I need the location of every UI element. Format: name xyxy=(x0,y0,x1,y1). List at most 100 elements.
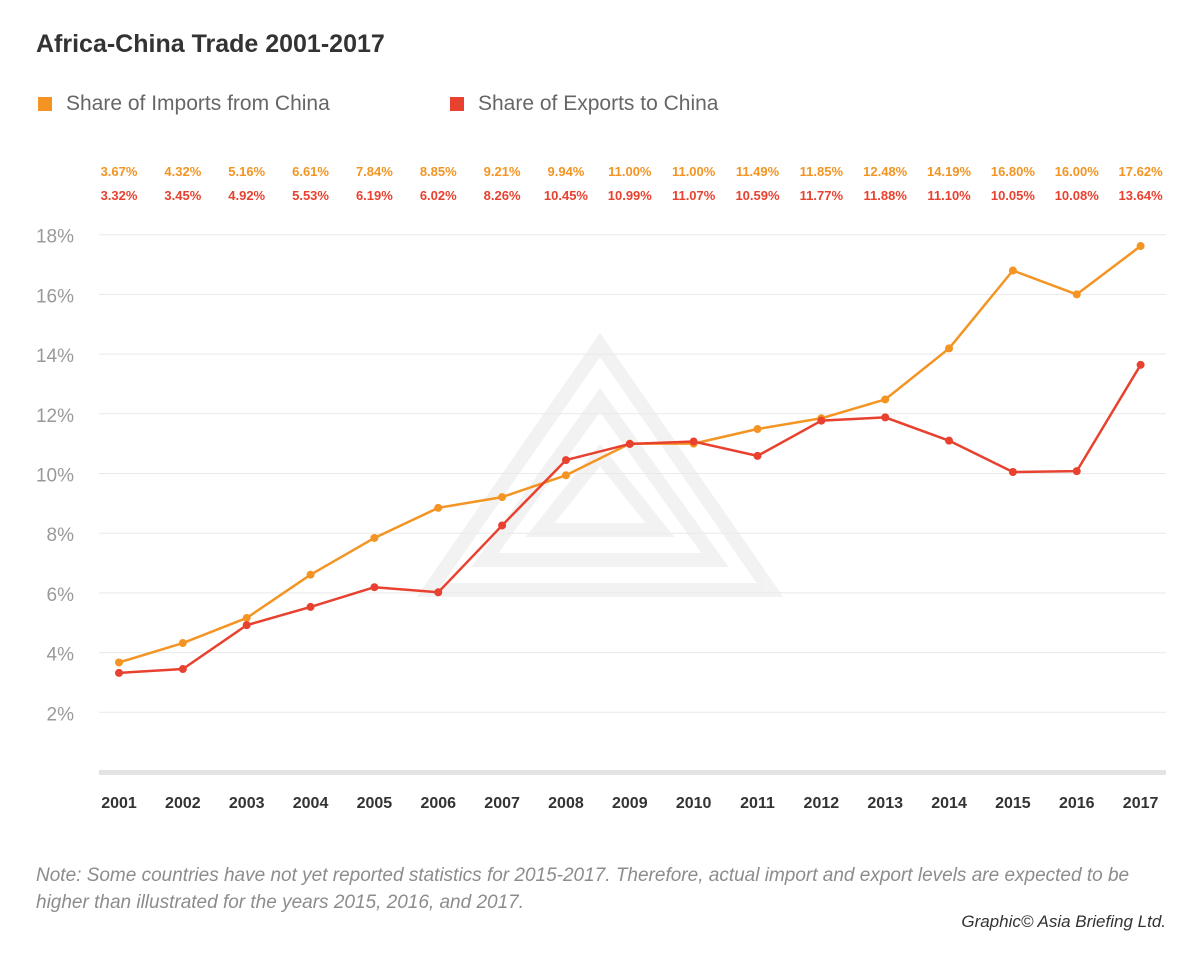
data-point-imports xyxy=(498,493,507,502)
data-point-imports xyxy=(881,395,890,404)
x-tick-label: 2014 xyxy=(931,795,967,812)
watermark-shape xyxy=(471,388,729,567)
data-point-imports xyxy=(753,425,762,434)
x-tick-label: 2011 xyxy=(740,795,775,812)
data-label: 4.32% xyxy=(164,164,201,179)
y-tick-label: 4% xyxy=(47,645,75,666)
data-point-imports xyxy=(561,471,570,480)
data-point-imports xyxy=(1136,242,1145,251)
y-tick-label: 12% xyxy=(36,406,74,427)
watermark-shape xyxy=(416,332,784,597)
x-tick-label: 2008 xyxy=(548,795,584,812)
y-tick-label: 6% xyxy=(47,585,75,606)
data-point-exports xyxy=(115,668,123,677)
data-label: 6.61% xyxy=(292,164,329,179)
data-label: 8.26% xyxy=(484,188,521,203)
data-point-exports xyxy=(945,436,954,445)
data-label: 9.21% xyxy=(484,164,521,179)
data-label: 11.10% xyxy=(927,188,971,203)
legend-item-exports: Share of Exports to China xyxy=(450,92,718,116)
data-label: 6.02% xyxy=(420,188,457,203)
data-point-imports xyxy=(945,344,954,353)
data-label: 17.62% xyxy=(1119,164,1164,179)
y-tick-label: 14% xyxy=(36,346,74,367)
legend-swatch-imports xyxy=(38,97,52,111)
data-point-exports xyxy=(242,621,251,630)
x-tick-label: 2013 xyxy=(867,795,903,812)
data-label: 6.19% xyxy=(356,188,393,203)
legend-item-imports: Share of Imports from China xyxy=(38,92,330,116)
data-label: 5.16% xyxy=(228,164,265,179)
data-label: 12.48% xyxy=(863,164,908,179)
x-tick-label: 2005 xyxy=(357,795,393,812)
data-point-exports xyxy=(178,665,187,674)
x-tick-label: 2003 xyxy=(229,795,265,812)
data-point-exports xyxy=(881,413,890,422)
x-tick-label: 2006 xyxy=(420,795,456,812)
data-point-exports xyxy=(1136,360,1145,369)
data-label: 11.85% xyxy=(800,164,844,179)
data-label: 10.45% xyxy=(544,188,589,203)
series-line-exports xyxy=(118,364,1142,675)
data-label: 16.80% xyxy=(991,164,1036,179)
y-tick-label: 10% xyxy=(36,466,74,487)
data-point-imports xyxy=(1072,290,1081,299)
data-point-exports xyxy=(306,602,315,611)
data-label: 5.53% xyxy=(292,188,329,203)
legend-label-exports: Share of Exports to China xyxy=(478,92,719,115)
data-point-exports xyxy=(561,456,570,465)
data-point-exports xyxy=(370,583,379,592)
x-tick-label: 2002 xyxy=(165,795,201,812)
data-point-imports xyxy=(1008,266,1017,275)
data-label: 11.49% xyxy=(736,164,780,179)
data-point-exports xyxy=(498,521,507,530)
data-label: 8.85% xyxy=(420,164,457,179)
watermark-logo xyxy=(416,332,784,597)
data-point-exports xyxy=(434,588,443,597)
data-label: 11.00% xyxy=(672,164,716,179)
x-tick-label: 2004 xyxy=(293,795,329,812)
x-tick-label: 2012 xyxy=(804,795,840,812)
data-point-imports xyxy=(242,613,251,622)
data-label: 11.07% xyxy=(672,188,716,203)
legend-swatch-exports xyxy=(450,97,464,111)
chart-note: Note: Some countries have not yet report… xyxy=(36,865,1130,913)
x-tick-label: 2009 xyxy=(612,795,648,812)
data-label: 13.64% xyxy=(1119,188,1164,203)
data-point-imports xyxy=(370,533,379,542)
data-label: 10.99% xyxy=(608,188,653,203)
data-label: 11.00% xyxy=(608,164,652,179)
x-tick-label: 2016 xyxy=(1059,795,1095,812)
data-label: 4.92% xyxy=(228,188,265,203)
data-point-exports xyxy=(625,439,634,448)
data-label: 11.77% xyxy=(800,188,844,203)
data-label: 3.32% xyxy=(101,188,138,203)
data-label: 10.59% xyxy=(735,188,780,203)
series-line-imports xyxy=(118,245,1142,664)
data-point-exports xyxy=(817,416,826,425)
data-label: 9.94% xyxy=(548,164,585,179)
data-point-imports xyxy=(178,639,187,648)
x-tick-label: 2007 xyxy=(484,795,520,812)
y-tick-label: 2% xyxy=(47,704,75,725)
data-point-exports xyxy=(753,451,762,460)
data-point-imports xyxy=(434,503,443,512)
data-label: 11.88% xyxy=(864,188,908,203)
data-point-exports xyxy=(689,437,698,446)
y-tick-label: 16% xyxy=(36,286,74,307)
data-label: 7.84% xyxy=(356,164,393,179)
legend-label-imports: Share of Imports from China xyxy=(66,92,330,115)
x-tick-label: 2010 xyxy=(676,795,712,812)
x-tick-label: 2001 xyxy=(101,795,137,812)
data-label: 14.19% xyxy=(927,164,972,179)
data-label: 3.67% xyxy=(101,164,138,179)
data-label: 10.08% xyxy=(1055,188,1100,203)
data-label: 10.05% xyxy=(991,188,1036,203)
x-axis-line xyxy=(99,770,1166,775)
x-tick-label: 2015 xyxy=(995,795,1031,812)
data-point-imports xyxy=(306,570,315,579)
data-point-exports xyxy=(1008,468,1017,477)
data-label: 3.45% xyxy=(164,188,201,203)
data-point-exports xyxy=(1072,467,1081,476)
